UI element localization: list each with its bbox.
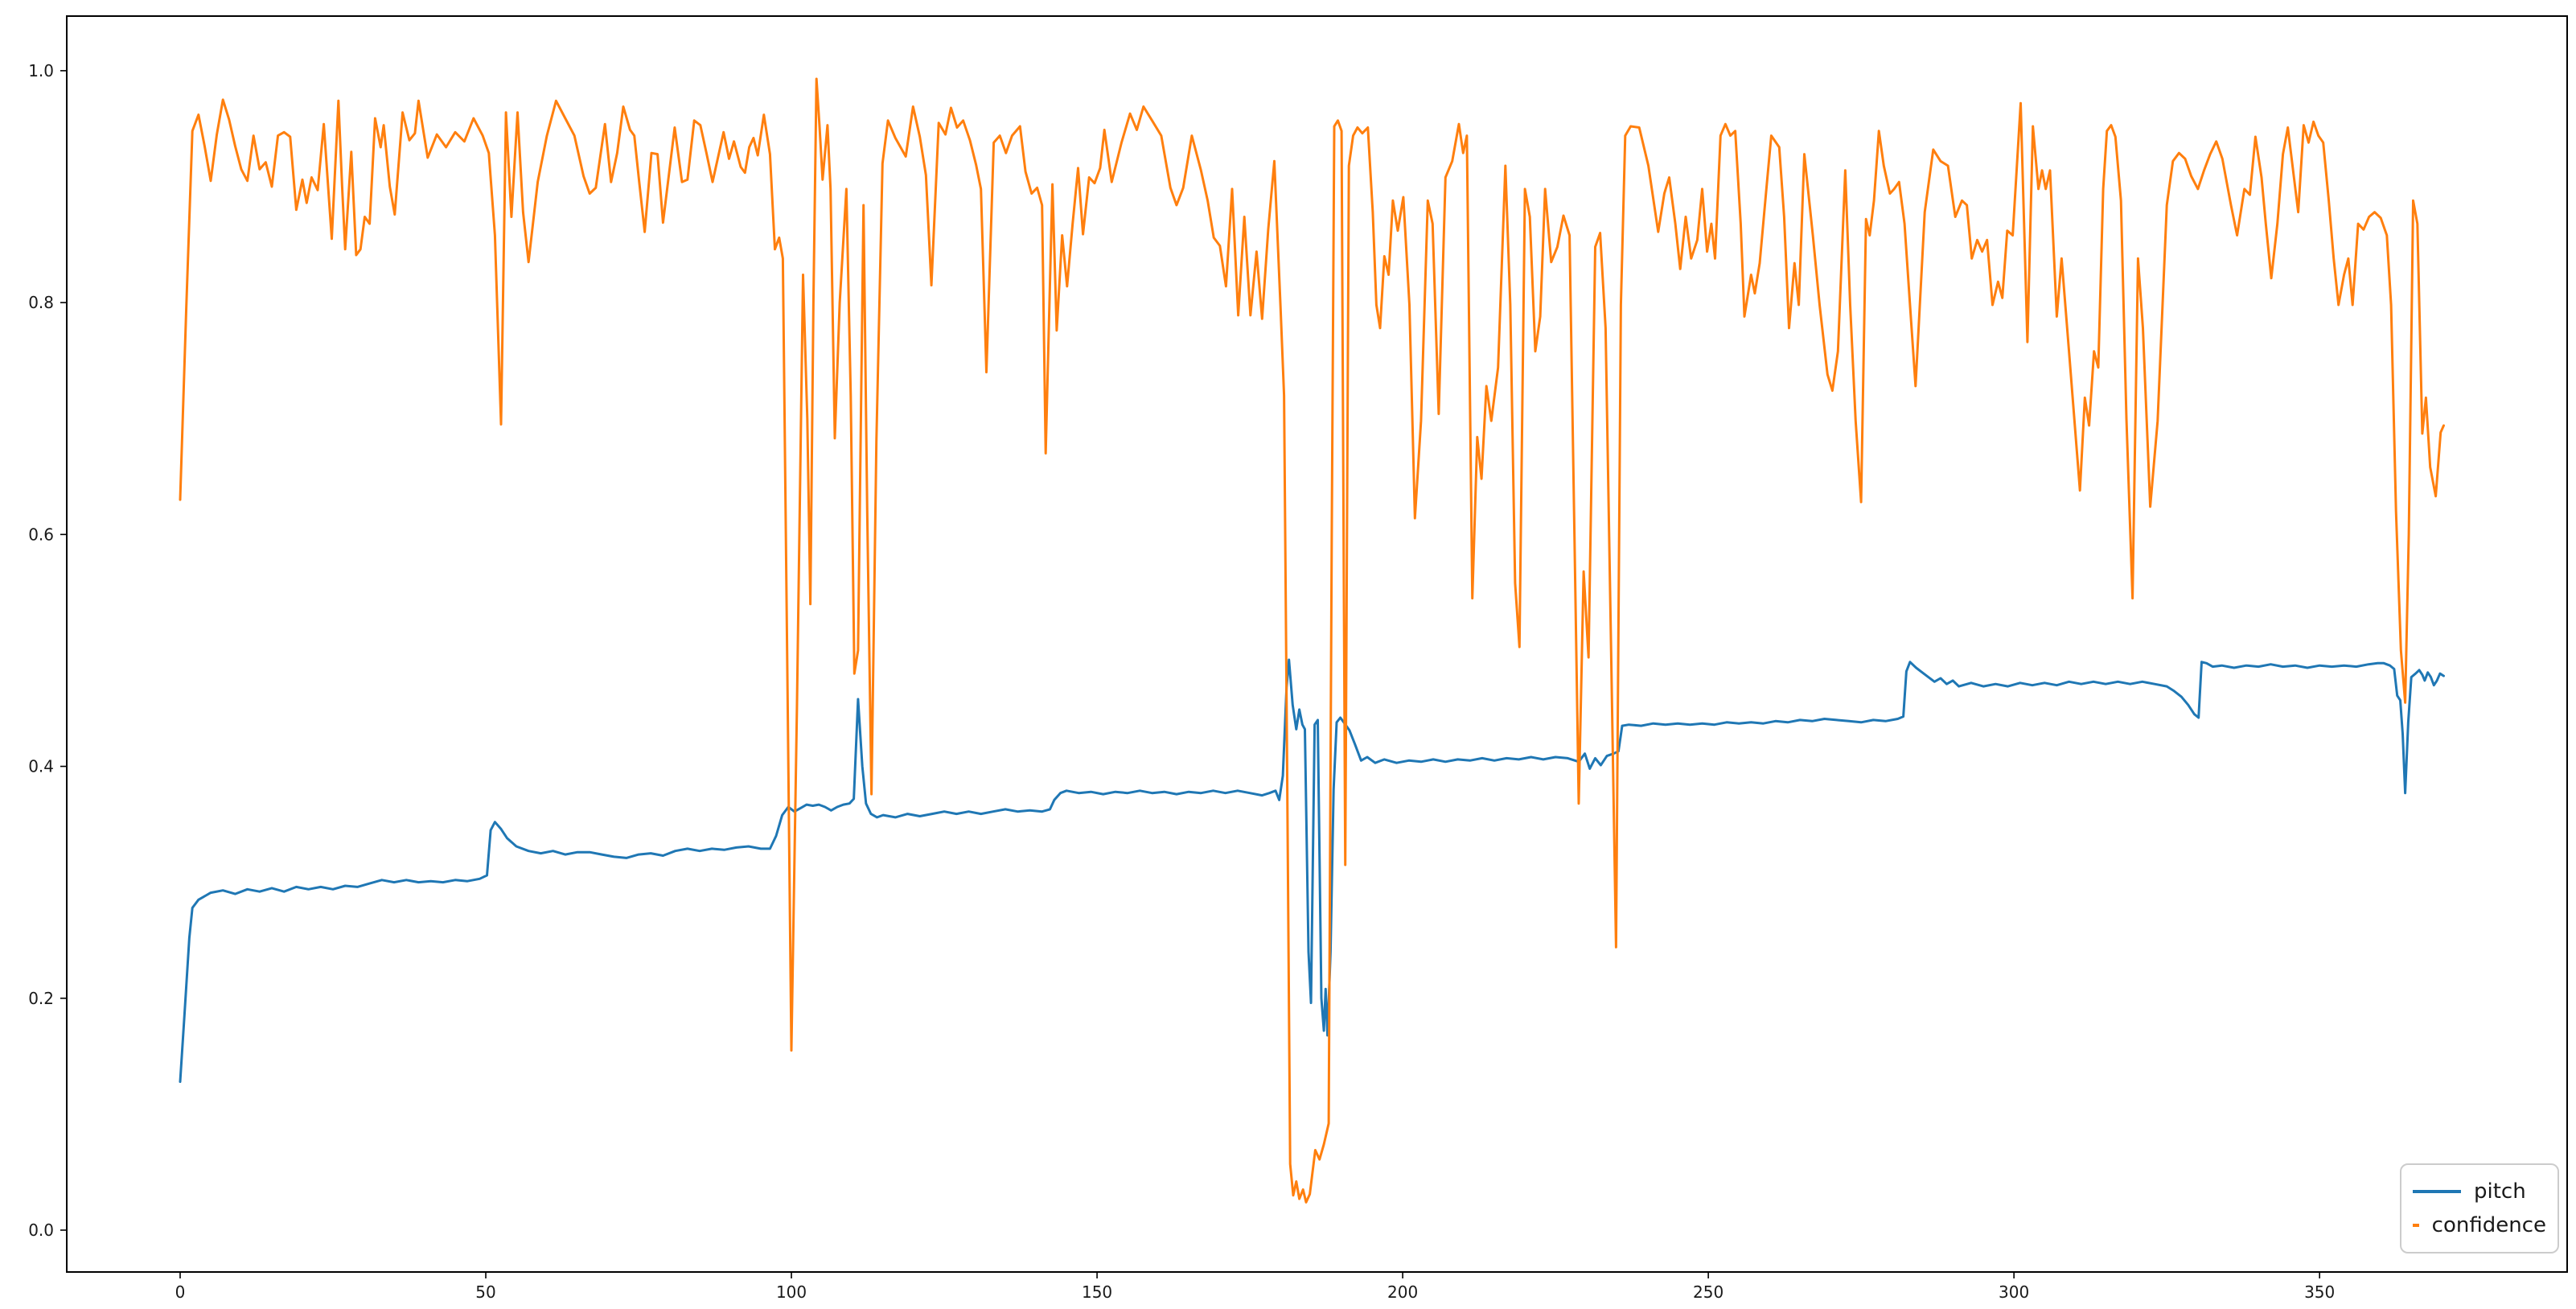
x-tick-label: 150 bbox=[1082, 1282, 1112, 1302]
x-tick-label: 350 bbox=[2304, 1282, 2335, 1302]
y-tick-label: 0.8 bbox=[28, 293, 54, 312]
pitch-line-swatch bbox=[2413, 1190, 2461, 1193]
plot-frame bbox=[66, 15, 2568, 1273]
y-tick-label: 0.6 bbox=[28, 525, 54, 544]
confidence-line-swatch bbox=[2413, 1224, 2419, 1227]
confidence-line bbox=[179, 77, 2445, 1204]
legend-label-confidence: confidence bbox=[2431, 1213, 2546, 1237]
y-tick-label: 1.0 bbox=[28, 61, 54, 80]
legend: pitch confidence bbox=[2400, 1163, 2559, 1253]
y-tick-label: 0.2 bbox=[28, 989, 54, 1008]
x-tick-label: 0 bbox=[175, 1282, 186, 1302]
legend-item-confidence: confidence bbox=[2413, 1213, 2546, 1237]
legend-label-pitch: pitch bbox=[2474, 1179, 2526, 1204]
x-tick-label: 300 bbox=[1999, 1282, 2029, 1302]
x-tick-label: 50 bbox=[475, 1282, 495, 1302]
y-tick-label: 0.0 bbox=[28, 1220, 54, 1240]
pitch-line bbox=[179, 658, 2445, 1083]
x-tick-label: 250 bbox=[1693, 1282, 1723, 1302]
legend-item-pitch: pitch bbox=[2413, 1179, 2546, 1204]
x-tick-label: 200 bbox=[1387, 1282, 1418, 1302]
y-tick-label: 0.4 bbox=[28, 757, 54, 776]
x-tick-label: 100 bbox=[776, 1282, 807, 1302]
